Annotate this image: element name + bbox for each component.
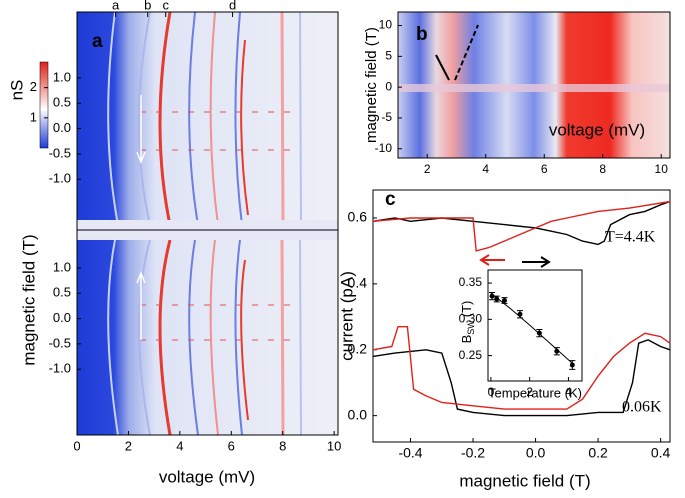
data-point: [494, 296, 500, 302]
heatmap-a: [39, 11, 338, 436]
panel-label: b: [416, 24, 428, 45]
x-axis-label: Temperature (K): [488, 385, 582, 400]
x-tick-label: 2: [125, 438, 132, 453]
current-trace: [372, 200, 671, 252]
x-tick-label: 6: [228, 438, 235, 453]
y-tick-label: 0.4: [348, 275, 368, 291]
x-axis-label: voltage (mV): [549, 120, 645, 139]
plot-frame: [487, 269, 583, 382]
x-tick-label: 10: [655, 162, 669, 176]
y-tick-label: 0.25: [459, 348, 483, 362]
x-tick-label: 8: [279, 438, 286, 453]
colorbar-tick-label: 1: [30, 109, 37, 124]
panel-label: c: [385, 189, 396, 210]
y-tick-label: 1.0: [53, 69, 71, 84]
temperature-label: T=4.4K: [605, 229, 656, 246]
data-point: [489, 293, 495, 299]
colorbar: [39, 61, 49, 149]
heatmap-b: [398, 12, 670, 158]
colorbar-tick-label: 2: [30, 79, 37, 94]
x-tick-label: -0.4: [398, 445, 422, 461]
y-tick-label: -1.0: [49, 171, 71, 186]
x-tick-label: 6: [541, 162, 548, 176]
data-point: [501, 297, 507, 303]
y-tick-label: 0.5: [53, 285, 71, 300]
x-tick-label: 0.0: [526, 445, 546, 461]
y-tick-label: 0.0: [348, 406, 368, 422]
y-tick-label: 0.6: [348, 209, 368, 225]
peak-label: b: [144, 0, 151, 12]
x-tick-label: 2: [526, 385, 533, 399]
data-point: [536, 330, 542, 336]
x-axis-label: magnetic field (T): [459, 471, 590, 490]
plot-frame: [76, 229, 339, 436]
guide-line: [435, 54, 450, 81]
panel-label: a: [92, 31, 103, 52]
y-tick-label: 0.0: [53, 120, 71, 135]
y-axis-label: magnetic field (T): [19, 234, 38, 365]
y-tick-label: -5: [381, 110, 392, 124]
y-tick-label: 5: [385, 49, 392, 63]
y-tick-label: 0.35: [459, 275, 483, 289]
y-tick-label: 0.2: [348, 340, 368, 356]
x-axis-label: voltage (mV): [159, 467, 255, 486]
y-axis-label: current (pA): [337, 271, 356, 361]
temperature-label: 0.06K: [622, 399, 662, 416]
y-tick-label: -0.5: [49, 335, 71, 350]
data-point: [569, 362, 575, 368]
y-tick-label: -1.0: [49, 361, 71, 376]
x-tick-label: 4: [565, 385, 572, 399]
y-tick-label: 1.0: [53, 259, 71, 274]
current-trace: [372, 200, 671, 246]
current-trace: [372, 326, 671, 410]
inset-background: [488, 270, 582, 381]
x-tick-label: 4: [176, 438, 183, 453]
y-axis-label: magnetic field (T): [363, 27, 380, 143]
x-tick-label: 10: [327, 438, 341, 453]
peak-label: a: [112, 0, 120, 12]
y-label-sub: SW: [466, 320, 476, 335]
peak-label: c: [162, 0, 169, 12]
y-tick-label: -10: [375, 141, 393, 155]
y-label-unit: (T): [459, 301, 474, 318]
y-tick-label: -0.5: [49, 145, 71, 160]
y-tick-label: 0: [385, 79, 392, 93]
x-tick-label: 0.4: [651, 445, 671, 461]
x-tick-label: 0: [488, 385, 495, 399]
y-tick-label: 0.30: [459, 312, 483, 326]
x-tick-label: 0.2: [588, 445, 608, 461]
plot-frame: [372, 189, 671, 443]
peak-label: d: [229, 0, 236, 12]
y-axis-label: BSW (T): [459, 301, 476, 344]
y-tick-label: 0.0: [53, 310, 71, 325]
guide-line: [454, 24, 479, 81]
current-trace: [372, 339, 671, 417]
x-tick-label: 4: [482, 162, 489, 176]
plot-frame: [397, 11, 671, 159]
red-arrow: [479, 254, 505, 266]
x-tick-label: -0.2: [461, 445, 485, 461]
colorbar-label: nS: [7, 80, 26, 101]
y-label-main: B: [459, 335, 474, 344]
x-tick-label: 0: [73, 438, 80, 453]
x-tick-label: 8: [599, 162, 606, 176]
heatmap-features: [107, 11, 302, 436]
y-tick-label: 10: [379, 18, 393, 32]
black-arrow: [522, 256, 551, 268]
arrows-c: [479, 254, 551, 268]
y-tick-label: 0.5: [53, 95, 71, 110]
sweep-arrow: [136, 95, 146, 340]
inset-box: [488, 270, 582, 381]
heatmap-zero-band: [398, 84, 670, 92]
data-point: [517, 311, 523, 317]
data-point: [554, 348, 560, 354]
x-tick-label: 2: [424, 162, 431, 176]
